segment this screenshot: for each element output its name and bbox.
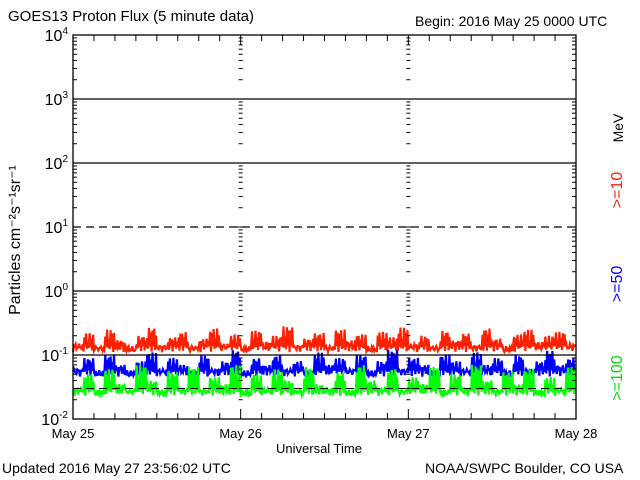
y-axis-label: Particles cm⁻²s⁻¹sr⁻¹: [7, 165, 24, 315]
y-tick-label: 10-1: [41, 346, 68, 365]
footer-updated: Updated 2016 May 27 23:56:02 UTC: [2, 460, 231, 476]
series-line-0: [71, 326, 577, 356]
x-tick-label: May 28: [555, 426, 598, 441]
y-tick-label: 100: [45, 282, 69, 301]
y-tick-label: 101: [45, 218, 69, 237]
x-tick-label: May 27: [387, 426, 430, 441]
x-tick-label: May 25: [52, 426, 95, 441]
legend-ge10: >=10: [609, 171, 626, 209]
chart-title: GOES13 Proton Flux (5 minute data): [8, 8, 254, 25]
legend-ge100: >=100: [609, 355, 626, 401]
series-line-1: [71, 349, 577, 380]
y-tick-label: 10-2: [41, 410, 68, 429]
x-tick-label: May 26: [219, 426, 262, 441]
y-tick-label: 102: [45, 154, 69, 173]
y-tick-label: 103: [45, 90, 69, 109]
footer-credit: NOAA/SWPC Boulder, CO USA: [425, 460, 624, 476]
legend-unit: MeV: [610, 113, 626, 143]
y-tick-label: 104: [45, 26, 69, 45]
series-line-2: [72, 364, 577, 400]
chart-begin-time: Begin: 2016 May 25 0000 UTC: [415, 13, 608, 29]
x-axis-label: Universal Time: [276, 441, 362, 456]
legend-ge50: >=50: [609, 265, 626, 303]
